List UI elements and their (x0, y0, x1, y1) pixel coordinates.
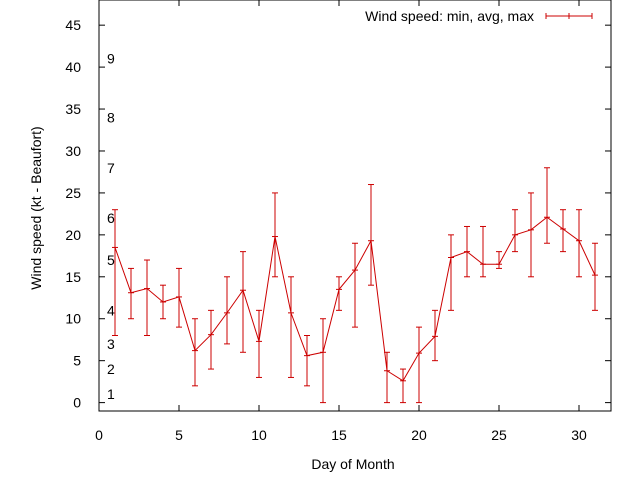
y-tick-label: 40 (65, 59, 81, 75)
y-tick-label: 30 (65, 143, 81, 159)
y-tick-label: 45 (65, 17, 81, 33)
x-tick-label: 15 (331, 427, 347, 443)
legend-label: Wind speed: min, avg, max (365, 8, 534, 24)
x-tick-label: 20 (411, 427, 427, 443)
x-tick-label: 5 (175, 427, 183, 443)
y-tick-label: 35 (65, 101, 81, 117)
beaufort-label: 8 (107, 109, 115, 125)
y-tick-label: 15 (65, 269, 81, 285)
y-tick-label: 10 (65, 311, 81, 327)
beaufort-label: 2 (107, 361, 115, 377)
beaufort-label: 5 (107, 252, 115, 268)
legend: Wind speed: min, avg, max (365, 8, 593, 24)
y-tick-label: 0 (73, 395, 81, 411)
x-axis-title: Day of Month (311, 456, 394, 472)
x-tick-label: 25 (491, 427, 507, 443)
x-tick-label: 10 (251, 427, 267, 443)
plot-frame (98, 0, 612, 412)
wind-speed-series (112, 167, 598, 404)
beaufort-label: 6 (107, 210, 115, 226)
beaufort-label: 1 (107, 386, 115, 402)
beaufort-scale-labels: 1 2 3 4 5 6 7 8 9 (107, 51, 115, 403)
beaufort-label: 4 (107, 302, 115, 318)
y-axis-title: Wind speed (kt - Beaufort) (28, 126, 44, 289)
x-tick-label: 30 (571, 427, 587, 443)
beaufort-label: 9 (107, 51, 115, 67)
beaufort-label: 3 (107, 336, 115, 352)
legend-line-sample (545, 13, 593, 19)
beaufort-label: 7 (107, 160, 115, 176)
y-tick-label: 25 (65, 185, 81, 201)
y-tick-label: 5 (73, 353, 81, 369)
y-tick-label: 20 (65, 227, 81, 243)
x-tick-label: 0 (95, 427, 103, 443)
x-axis: 0 5 10 15 20 25 30 (95, 0, 587, 443)
